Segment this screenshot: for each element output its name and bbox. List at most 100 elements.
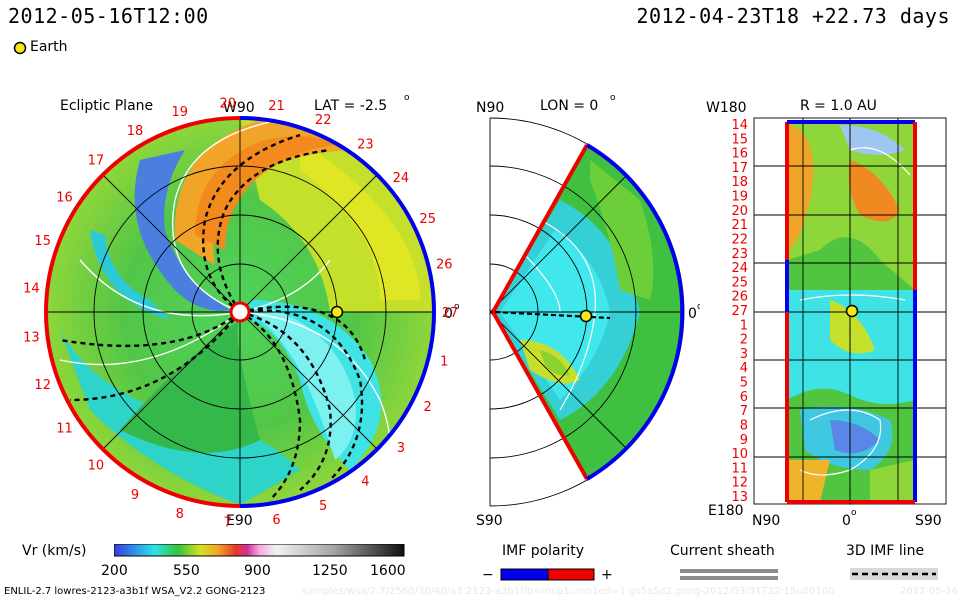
meridional-lon-degree: o — [610, 93, 616, 103]
earth-marker-radial — [845, 304, 859, 318]
radial-tick-4: 4 — [740, 361, 748, 376]
imf-polarity-plus: + — [601, 567, 613, 583]
radial-tick-9: 9 — [740, 433, 748, 448]
imf-polarity-bar — [500, 568, 595, 581]
sun-marker — [229, 301, 251, 323]
radial-tick-24: 24 — [731, 261, 748, 276]
meridional-lon-label: LON = 0 — [540, 98, 598, 114]
carrington-label-9: 9 — [131, 488, 139, 503]
meridional-s90-label: S90 — [476, 513, 503, 529]
radial-tick-18: 18 — [731, 175, 748, 190]
radial-r-label: R = 1.0 AU — [800, 98, 877, 114]
radial-tick-1: 1 — [740, 318, 748, 333]
carrington-label-21: 21 — [268, 99, 285, 114]
colorbar-label: Vr (km/s) — [22, 543, 87, 559]
radial-tick-15: 15 — [731, 132, 748, 147]
carrington-label-25: 25 — [419, 212, 436, 227]
datetime-right: 2012-04-23T18 +22.73 days — [636, 4, 950, 28]
carrington-label-22: 22 — [315, 113, 332, 128]
carrington-label-26: 26 — [436, 258, 453, 273]
current-sheath-swatch — [680, 569, 778, 580]
carrington-label-1: 1 — [440, 354, 448, 369]
earth-legend-label: Earth — [30, 39, 68, 55]
imf-line-title: 3D IMF line — [846, 543, 925, 559]
radial-surface-panel: W180 R = 1.0 AU E180 N90 0 o S90 1415161… — [706, 98, 947, 529]
radial-tick-labels: 1415161718192021222324252627123456789101… — [731, 118, 748, 505]
colorbar-tick-1600: 1600 — [370, 563, 406, 579]
carrington-label-3: 3 — [397, 441, 405, 456]
current-sheath-title: Current sheath — [670, 543, 775, 559]
meridional-zero-degree: o — [697, 302, 700, 312]
radial-tick-17: 17 — [731, 161, 748, 176]
carrington-label-14: 14 — [23, 282, 40, 297]
earth-marker-meridional — [579, 309, 593, 323]
carrington-label-27: 27 — [442, 306, 459, 321]
radial-tick-6: 6 — [740, 390, 748, 405]
ecliptic-plane-panel: Ecliptic Plane W90 LAT = -2.5 o E90 0 o … — [23, 93, 460, 530]
imf-polarity-minus: − — [482, 567, 494, 583]
radial-tick-21: 21 — [731, 218, 748, 233]
radial-bottom-zero: 0 — [842, 513, 851, 529]
carrington-label-8: 8 — [176, 507, 184, 522]
carrington-label-5: 5 — [319, 499, 327, 514]
meridional-plane-panel: N90 LON = 0 o 0 o S90 — [476, 93, 700, 529]
radial-w180-label: W180 — [706, 100, 747, 116]
radial-tick-26: 26 — [731, 290, 748, 305]
meridional-zero-label: 0 — [688, 306, 697, 322]
ecliptic-lat-label: LAT = -2.5 — [314, 98, 387, 114]
datetime-left: 2012-05-16T12:00 — [8, 4, 209, 28]
carrington-label-4: 4 — [361, 474, 369, 489]
carrington-label-20: 20 — [220, 96, 237, 111]
meridional-n90-label: N90 — [476, 100, 504, 116]
radial-tick-23: 23 — [731, 247, 748, 262]
radial-tick-14: 14 — [731, 118, 748, 133]
carrington-label-16: 16 — [56, 191, 73, 206]
carrington-label-18: 18 — [127, 124, 144, 139]
carrington-label-2: 2 — [424, 400, 432, 415]
carrington-label-6: 6 — [272, 513, 280, 528]
footer-date-stub: 2012-05-16 — [900, 586, 959, 597]
carrington-label-7: 7 — [224, 516, 232, 530]
ecliptic-lat-degree: o — [404, 93, 410, 103]
carrington-label-15: 15 — [34, 234, 51, 249]
radial-tick-2: 2 — [740, 333, 748, 348]
carrington-label-12: 12 — [34, 378, 51, 393]
carrington-label-10: 10 — [88, 459, 105, 474]
carrington-label-11: 11 — [56, 421, 73, 436]
imf-polarity-title: IMF polarity — [502, 543, 585, 559]
colorbar-tick-200: 200 — [101, 563, 128, 579]
radial-tick-3: 3 — [740, 347, 748, 362]
imf-line-swatch — [850, 568, 938, 580]
radial-tick-13: 13 — [731, 490, 748, 505]
radial-bottom-n90: N90 — [752, 513, 780, 529]
radial-tick-20: 20 — [731, 204, 748, 219]
colorbar-tick-550: 550 — [173, 563, 200, 579]
radial-tick-25: 25 — [731, 275, 748, 290]
carrington-label-17: 17 — [88, 153, 105, 168]
earth-legend-icon — [13, 41, 27, 55]
radial-tick-19: 19 — [731, 190, 748, 205]
ecliptic-title: Ecliptic Plane — [60, 98, 153, 114]
radial-tick-10: 10 — [731, 447, 748, 462]
radial-tick-7: 7 — [740, 404, 748, 419]
carrington-label-13: 13 — [23, 330, 40, 345]
colorbar — [114, 544, 405, 557]
ecliptic-zero-degree: o — [454, 302, 460, 312]
radial-bottom-s90: S90 — [915, 513, 942, 529]
colorbar-tick-900: 900 — [244, 563, 271, 579]
footer-run-info: ENLIL-2.7 lowres-2123-a3b1f WSA_V2.2 GON… — [4, 586, 266, 597]
radial-tick-5: 5 — [740, 376, 748, 391]
radial-tick-27: 27 — [731, 304, 748, 319]
carrington-label-23: 23 — [357, 138, 374, 153]
carrington-label-24: 24 — [393, 171, 410, 186]
radial-tick-22: 22 — [731, 233, 748, 248]
carrington-label-19: 19 — [172, 105, 189, 120]
radial-tick-16: 16 — [731, 147, 748, 162]
radial-e180-label: E180 — [708, 503, 744, 519]
radial-tick-8: 8 — [740, 419, 748, 434]
ecliptic-e90-label: E90 — [226, 513, 253, 529]
radial-bottom-degree: o — [851, 508, 857, 518]
radial-tick-12: 12 — [731, 476, 748, 491]
radial-tick-11: 11 — [731, 461, 748, 476]
